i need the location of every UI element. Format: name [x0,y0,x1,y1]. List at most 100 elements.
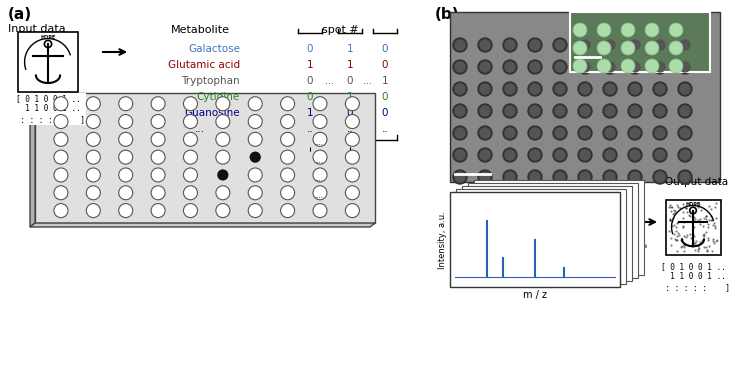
Circle shape [280,115,295,128]
Circle shape [313,97,327,111]
Point [672,230,684,236]
Text: 0: 0 [382,44,388,54]
Circle shape [86,150,100,164]
Circle shape [505,128,515,138]
Text: 1: 1 [307,60,314,70]
Circle shape [280,150,295,164]
Polygon shape [30,223,375,227]
Text: HOPE: HOPE [686,202,700,207]
Point [690,238,702,244]
Point [680,205,692,211]
Circle shape [455,172,465,182]
Circle shape [216,115,229,128]
Point [692,201,704,207]
Point [694,239,706,245]
Circle shape [453,38,467,52]
Circle shape [478,104,492,118]
Circle shape [280,204,295,218]
Text: ....: .... [314,193,322,199]
Polygon shape [30,93,35,227]
Point [688,230,700,236]
Point [677,215,689,222]
Circle shape [597,59,611,73]
Circle shape [184,204,197,218]
Point [707,236,719,242]
Point [668,210,680,216]
Circle shape [151,150,165,164]
Point [693,244,705,251]
Circle shape [603,60,617,74]
Point [710,204,722,210]
Circle shape [653,104,667,118]
Circle shape [678,126,692,140]
Point [665,208,677,214]
Text: Input data: Input data [8,24,66,34]
Circle shape [678,38,692,52]
Circle shape [345,168,359,182]
Point [707,222,719,228]
Text: Output data: Output data [665,177,728,187]
Circle shape [553,170,567,184]
Circle shape [216,150,229,164]
Circle shape [528,170,542,184]
Circle shape [345,97,359,111]
Circle shape [248,97,262,111]
Circle shape [603,126,617,140]
Point [705,206,717,212]
Circle shape [603,170,617,184]
Text: Intensity, a.u.: Intensity, a.u. [438,211,447,269]
Circle shape [530,106,540,116]
Point [700,214,712,220]
Point [698,244,710,250]
Point [664,202,676,209]
Point [671,233,683,239]
Circle shape [480,40,490,50]
Circle shape [603,104,617,118]
Text: ...: ... [195,124,205,134]
Point [670,237,682,243]
Circle shape [54,186,68,200]
Circle shape [345,150,359,164]
Circle shape [653,82,667,96]
Circle shape [573,23,587,37]
Point [694,216,706,222]
Point [684,231,696,237]
Circle shape [630,106,640,116]
Circle shape [528,38,542,52]
Point [667,214,679,220]
Point [680,234,692,240]
Circle shape [505,84,515,94]
Point [664,235,676,241]
Text: Cytidine: Cytidine [196,92,240,102]
Circle shape [553,38,567,52]
Bar [474,180,644,275]
Point [671,202,683,208]
Point [692,243,704,249]
Circle shape [530,62,540,72]
Point [700,244,712,250]
Circle shape [184,168,197,182]
Point [704,243,716,249]
Circle shape [645,59,659,73]
Circle shape [580,150,590,160]
Point [692,248,704,254]
Circle shape [118,168,133,182]
Circle shape [530,40,540,50]
Circle shape [453,126,467,140]
Circle shape [184,115,197,128]
Circle shape [280,97,295,111]
Point [664,217,676,223]
Circle shape [248,115,262,128]
Circle shape [680,128,690,138]
Text: Galactose: Galactose [188,44,240,54]
Circle shape [621,23,635,37]
Text: 1: 1 [346,60,353,70]
Point [674,236,686,243]
Point [709,223,721,230]
Point [677,223,689,229]
Circle shape [630,62,640,72]
Circle shape [151,115,165,128]
Circle shape [505,40,515,50]
Circle shape [313,150,327,164]
Text: ....: .... [314,140,322,146]
